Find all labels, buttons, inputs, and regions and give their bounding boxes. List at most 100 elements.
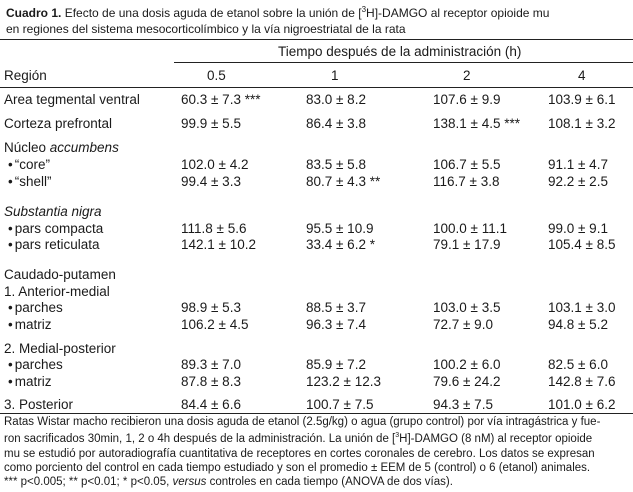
value-cell: 103.1 ± 3.0 xyxy=(548,300,628,315)
row-label-text: Corteza prefrontal xyxy=(4,116,112,131)
value-cell: 123.2 ± 12.3 xyxy=(306,374,424,389)
caption-text-2: en regiones del sistema mesocorticolímbi… xyxy=(6,21,549,37)
value-cell: 105.4 ± 8.5 xyxy=(548,237,628,252)
row-label: pars reticulata xyxy=(8,237,100,252)
row-label: 2. Medial-posterior xyxy=(4,341,116,356)
value-cell: 92.2 ± 2.5 xyxy=(548,174,628,189)
value-cell: 100.0 ± 11.1 xyxy=(433,221,543,236)
row-label-text: matriz xyxy=(15,317,52,332)
footnote-line-5a: *** p<0.005; ** p<0.01; * p<0.05, xyxy=(4,476,173,488)
row-label: matriz xyxy=(8,374,51,389)
value-cell: 91.1 ± 4.7 xyxy=(548,157,628,172)
footnote-line-5: *** p<0.005; ** p<0.01; * p<0.05, versus… xyxy=(4,475,633,489)
value-cell: 95.5 ± 10.9 xyxy=(306,221,424,236)
time-header-3: 4 xyxy=(578,68,586,83)
value-cell: 108.1 ± 3.2 xyxy=(548,116,628,131)
caption-text-1a: Efecto de una dosis aguda de etanol sobr… xyxy=(65,6,362,20)
value-cell: 79.1 ± 17.9 xyxy=(433,237,543,252)
value-cell: 99.9 ± 5.5 xyxy=(181,116,295,131)
value-cell: 85.9 ± 7.2 xyxy=(306,357,424,372)
value-cell: 98.9 ± 5.3 xyxy=(181,300,295,315)
value-cell: 100.7 ± 7.5 xyxy=(306,397,424,412)
value-cell: 103.0 ± 3.5 xyxy=(433,300,543,315)
footnote-line-2b: H]-DAMGO (8 nM) al receptor opioide xyxy=(399,433,592,445)
value-cell: 138.1 ± 4.5 *** xyxy=(433,116,543,131)
row-label: matriz xyxy=(8,317,51,332)
value-cell: 33.4 ± 6.2 * xyxy=(306,237,424,252)
footnote-line-1: Ratas Wistar macho recibieron una dosis … xyxy=(4,415,633,429)
row-label-text: pars compacta xyxy=(15,221,104,236)
value-cell: 88.5 ± 3.7 xyxy=(306,300,424,315)
value-cell: 116.7 ± 3.8 xyxy=(433,174,543,189)
row-label-text: 3. Posterior xyxy=(4,397,73,412)
value-cell: 94.3 ± 7.5 xyxy=(433,397,543,412)
row-label: parches xyxy=(8,300,63,315)
value-cell: 107.6 ± 9.9 xyxy=(433,92,543,107)
row-label-text: “core” xyxy=(15,157,50,172)
caption-text-1b: H]-DAMGO al receptor opioide mu xyxy=(366,6,549,20)
value-cell: 82.5 ± 6.0 xyxy=(548,357,628,372)
value-cell: 106.2 ± 4.5 xyxy=(181,317,295,332)
footnote-line-2: ron sacrificados 30min, 1, 2 o 4h despué… xyxy=(4,429,633,446)
time-header-0: 0.5 xyxy=(207,68,226,83)
bottom-rule xyxy=(0,413,633,414)
row-label: Substantia nigra xyxy=(4,204,102,219)
value-cell: 96.3 ± 7.4 xyxy=(306,317,424,332)
value-cell: 80.7 ± 4.3 ** xyxy=(306,174,424,189)
span-rule xyxy=(174,62,633,63)
value-cell: 84.4 ± 6.6 xyxy=(181,397,295,412)
footnote-line-5c: controles en cada tiempo (ANOVA de dos v… xyxy=(206,476,453,488)
row-label: 1. Anterior-medial xyxy=(4,284,110,299)
footnote-line-4: como porciento del control en cada tiemp… xyxy=(4,461,633,475)
row-label-text: matriz xyxy=(15,374,52,389)
region-header: Región xyxy=(4,68,47,83)
time-span-header: Tiempo después de la administración (h) xyxy=(278,44,521,59)
value-cell: 106.7 ± 5.5 xyxy=(433,157,543,172)
footnote: Ratas Wistar macho recibieron una dosis … xyxy=(4,415,633,490)
caption-label: Cuadro 1. xyxy=(6,6,61,20)
footnote-line-3: mu se estudió por autoradiografía cuanti… xyxy=(4,447,633,461)
table-caption: Cuadro 1. Efecto de una dosis aguda de e… xyxy=(6,2,549,37)
value-cell: 103.9 ± 6.1 xyxy=(548,92,628,107)
row-label-text: 2. Medial-posterior xyxy=(4,341,116,356)
value-cell: 83.0 ± 8.2 xyxy=(306,92,424,107)
value-cell: 86.4 ± 3.8 xyxy=(306,116,424,131)
value-cell: 142.1 ± 10.2 xyxy=(181,237,295,252)
row-label-text: “shell” xyxy=(15,174,52,189)
row-label: “shell” xyxy=(8,174,52,189)
footnote-line-5b: versus xyxy=(173,476,207,488)
row-label-text: pars reticulata xyxy=(15,237,100,252)
row-label-text: Caudado-putamen xyxy=(4,267,116,282)
row-label-text: Area tegmental ventral xyxy=(4,92,140,107)
header-rule xyxy=(0,87,633,88)
row-label-text: Núcleo xyxy=(4,140,50,155)
value-cell: 83.5 ± 5.8 xyxy=(306,157,424,172)
row-label: parches xyxy=(8,357,63,372)
footnote-line-2a: ron sacrificados 30min, 1, 2 o 4h despué… xyxy=(4,433,395,445)
row-label: Núcleo accumbens xyxy=(4,140,119,155)
value-cell: 60.3 ± 7.3 *** xyxy=(181,92,295,107)
row-label: “core” xyxy=(8,157,50,172)
row-label-text: parches xyxy=(15,300,63,315)
value-cell: 99.0 ± 9.1 xyxy=(548,221,628,236)
value-cell: 142.8 ± 7.6 xyxy=(548,374,628,389)
value-cell: 101.0 ± 6.2 xyxy=(548,397,628,412)
top-rule xyxy=(0,39,633,40)
row-label: Caudado-putamen xyxy=(4,267,116,282)
row-label-italic: Substantia nigra xyxy=(4,204,102,219)
value-cell: 89.3 ± 7.0 xyxy=(181,357,295,372)
value-cell: 100.2 ± 6.0 xyxy=(433,357,543,372)
row-label-text: parches xyxy=(15,357,63,372)
row-label: Corteza prefrontal xyxy=(4,116,112,131)
value-cell: 94.8 ± 5.2 xyxy=(548,317,628,332)
value-cell: 111.8 ± 5.6 xyxy=(181,221,295,236)
row-label: pars compacta xyxy=(8,221,103,236)
value-cell: 72.7 ± 9.0 xyxy=(433,317,543,332)
value-cell: 102.0 ± 4.2 xyxy=(181,157,295,172)
row-label-italic: accumbens xyxy=(50,140,119,155)
row-label: Area tegmental ventral xyxy=(4,92,140,107)
row-label: 3. Posterior xyxy=(4,397,73,412)
time-header-1: 1 xyxy=(331,68,339,83)
value-cell: 99.4 ± 3.3 xyxy=(181,174,295,189)
value-cell: 79.6 ± 24.2 xyxy=(433,374,543,389)
